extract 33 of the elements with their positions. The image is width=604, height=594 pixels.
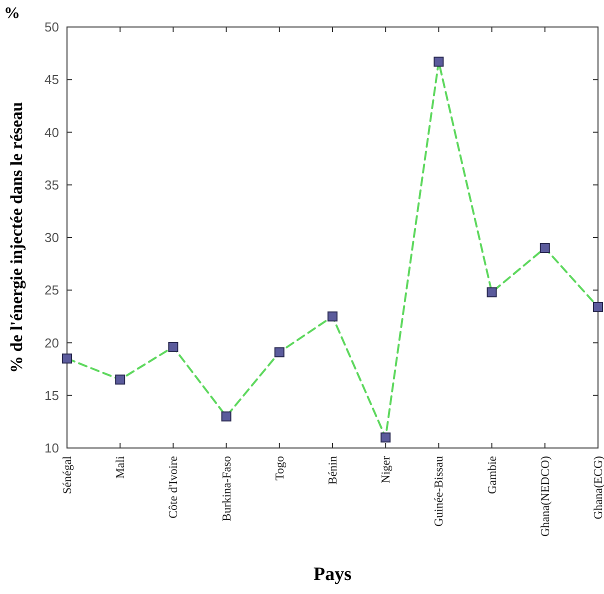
point bbox=[328, 311, 338, 322]
y-tick-label: 50 bbox=[44, 20, 59, 35]
point bbox=[434, 56, 444, 67]
x-tick-label: Togo bbox=[272, 456, 286, 480]
x-tick-label: Guinée-Bissau bbox=[432, 456, 446, 527]
y-tick-label: 25 bbox=[44, 282, 59, 298]
point bbox=[115, 374, 126, 385]
x-tick-label: Gambie bbox=[484, 456, 499, 494]
y-tick-label: 20 bbox=[44, 335, 59, 350]
x-tick-label: Côte d'Ivoire bbox=[166, 456, 180, 518]
y-tick-label: 15 bbox=[44, 388, 59, 403]
point bbox=[168, 342, 178, 352]
point bbox=[593, 302, 603, 312]
x-tick-label: Sénégal bbox=[60, 455, 74, 494]
x-tick-label: Bénin bbox=[326, 456, 340, 485]
y-tick-label: 40 bbox=[44, 124, 59, 140]
point bbox=[62, 354, 72, 364]
y-axis-title: % de l'énergie injectée dans le réseau bbox=[7, 102, 26, 373]
point bbox=[486, 287, 497, 298]
y-tick-label: 30 bbox=[44, 230, 59, 246]
point bbox=[380, 432, 391, 442]
y-tick-label: 10 bbox=[44, 440, 59, 456]
x-axis-title: Pays bbox=[314, 564, 352, 585]
point bbox=[274, 347, 284, 358]
x-tick-label: Burkina-Faso bbox=[219, 456, 234, 522]
x-tick-label: Niger bbox=[378, 456, 393, 484]
text: % bbox=[4, 5, 20, 22]
point bbox=[540, 243, 550, 254]
x-tick-label: Ghana(NEDCO) bbox=[538, 456, 552, 537]
point bbox=[221, 411, 232, 422]
y-tick-label: 35 bbox=[44, 177, 59, 192]
y-tick-label: 45 bbox=[44, 72, 59, 88]
x-tick-label: Mali bbox=[113, 455, 128, 479]
